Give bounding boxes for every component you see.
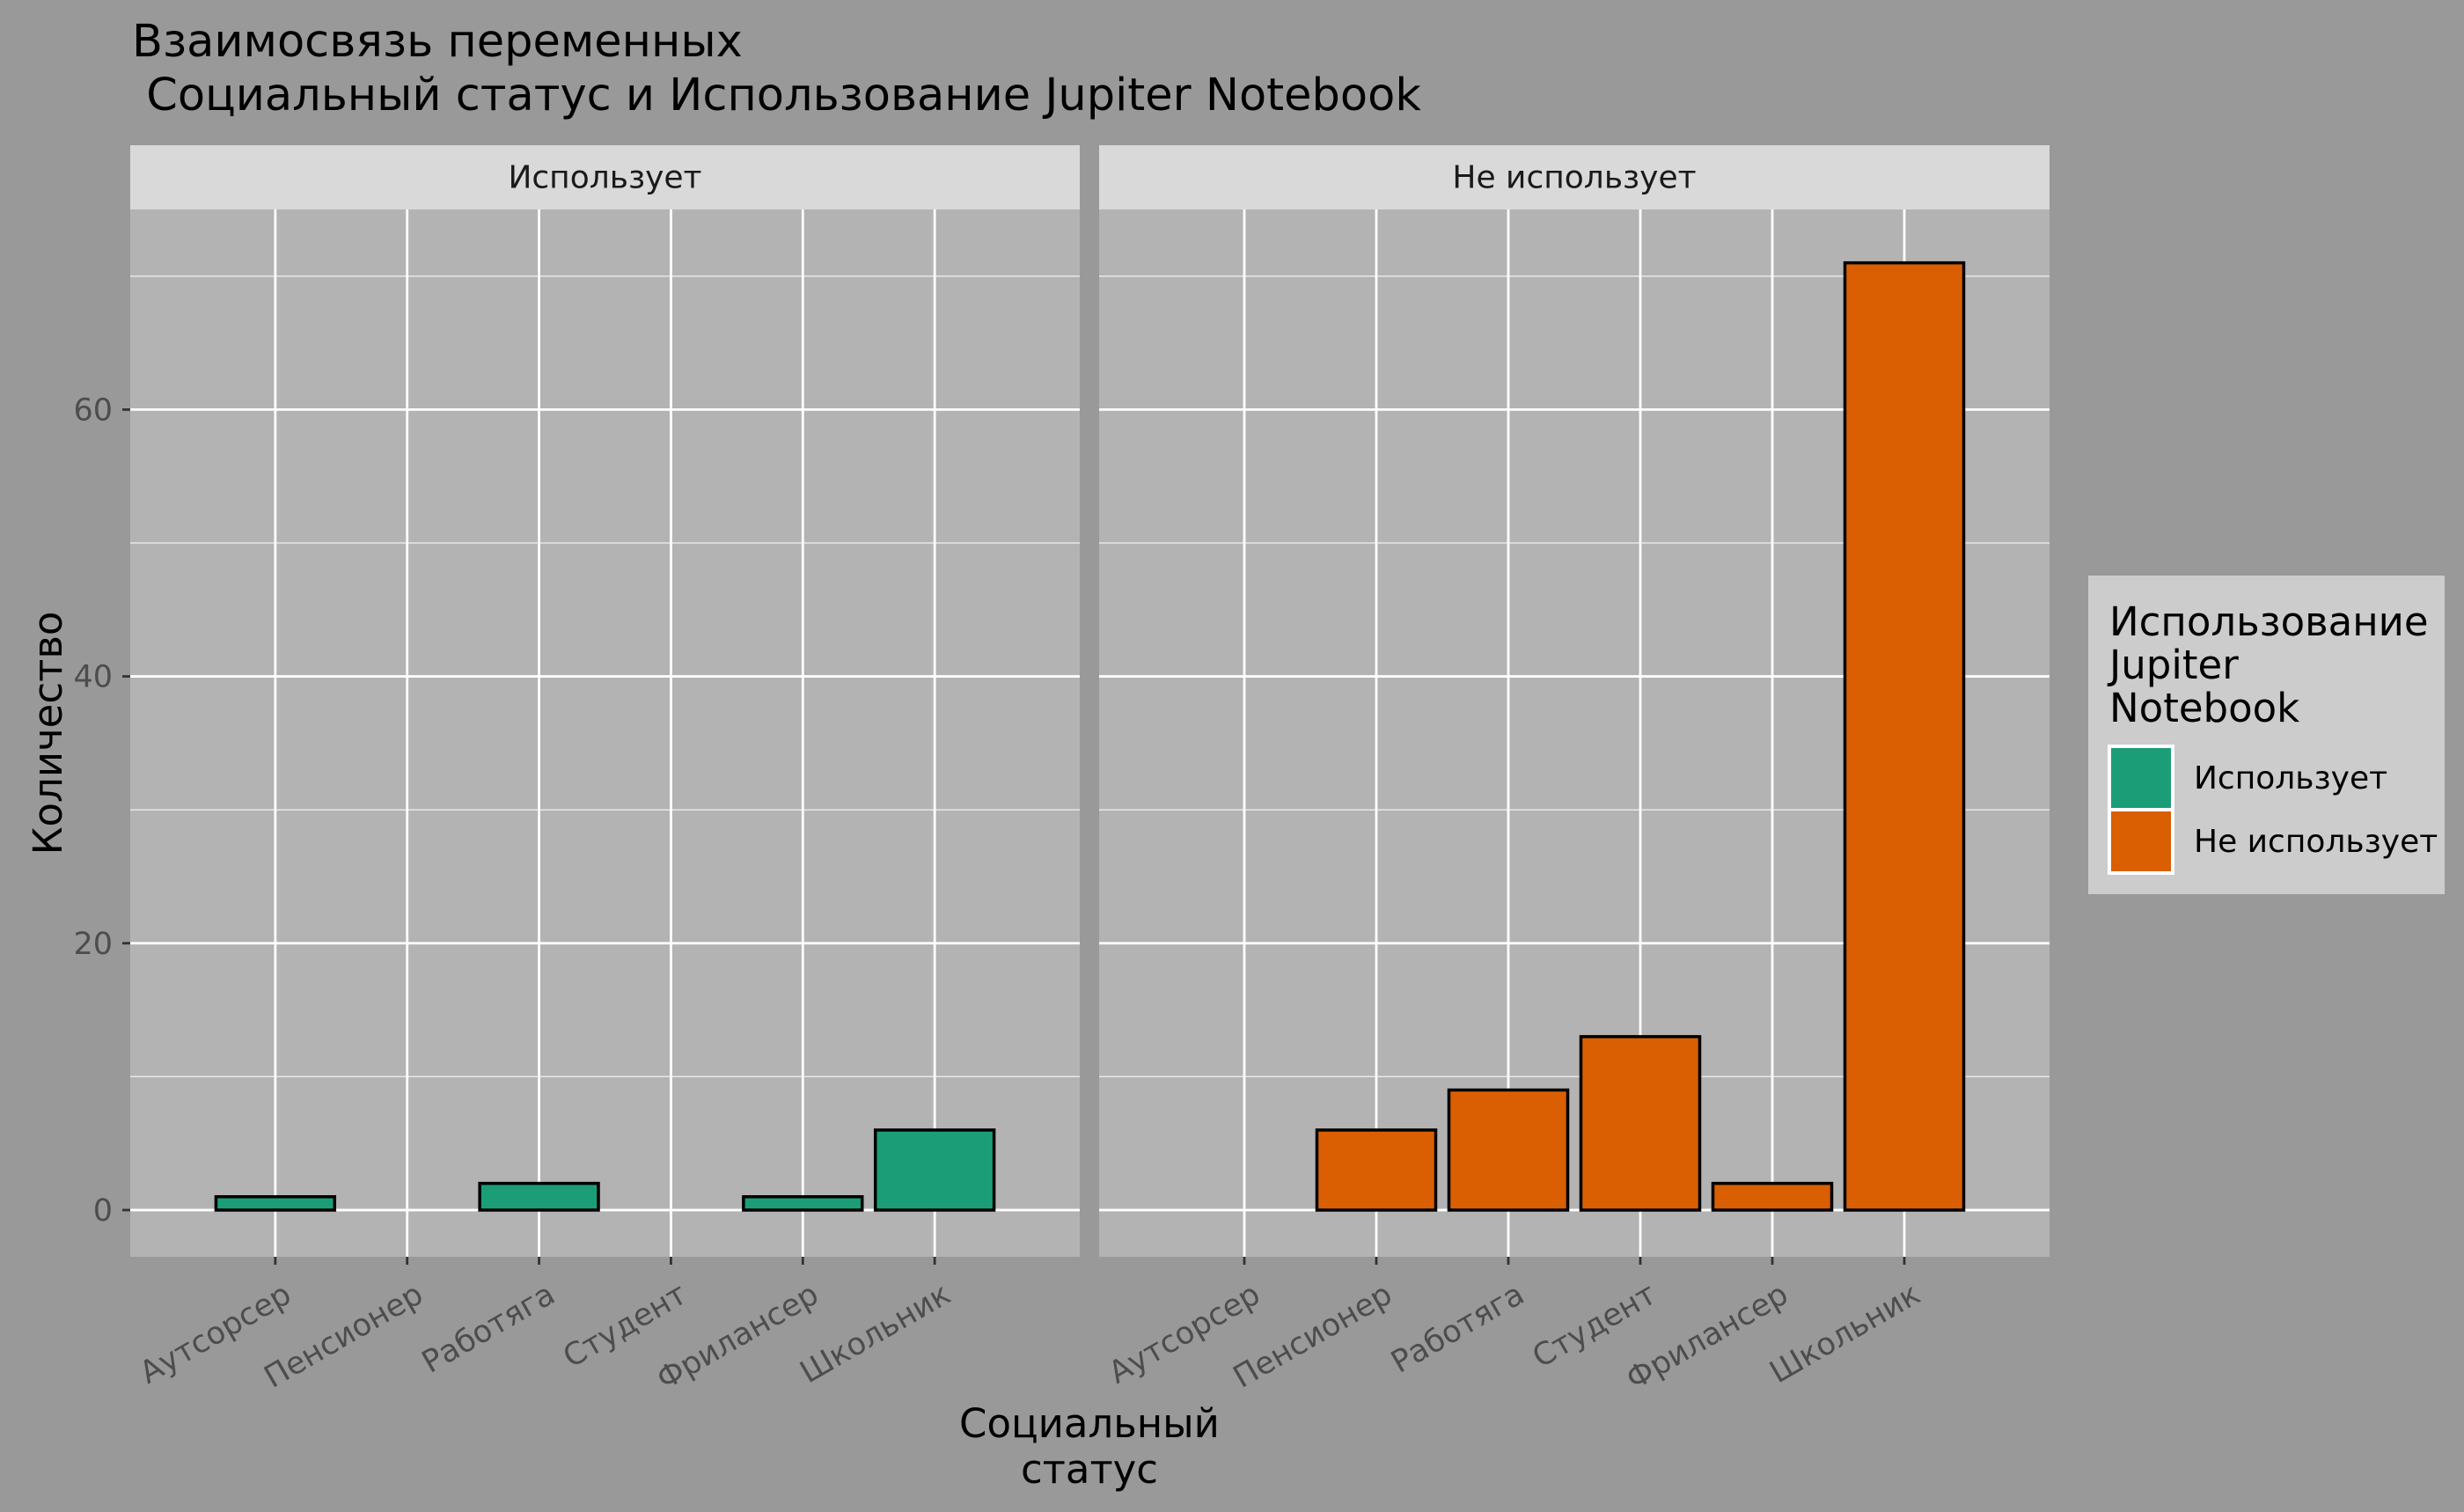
bar-0-5: [873, 1128, 996, 1212]
facet-strip-label-0: Использует: [508, 160, 701, 196]
facet-panel-0: [130, 209, 1080, 1257]
facet-strip-0: [130, 145, 1080, 209]
chart-title: Взаимосвязь переменных Социальный статус…: [132, 16, 1421, 121]
legend-title: Использование Jupiter Notebook: [2107, 598, 2429, 731]
legend-label-1: Не использует: [2194, 824, 2438, 860]
legend-key-1: [2108, 808, 2174, 875]
y-tick-label-1: 20: [73, 927, 113, 962]
x-tick-label-1-2: Работяга: [1385, 1277, 1529, 1381]
x-tick-label-1-5: Школьник: [1764, 1277, 1926, 1391]
facet-strip-label-1: Не использует: [1452, 160, 1696, 196]
y-tick-label-3: 60: [73, 393, 113, 428]
bar-0-4: [742, 1195, 864, 1212]
bar-0-2: [478, 1181, 600, 1212]
x-tick-label-0-5: Школьник: [795, 1277, 957, 1391]
legend-key-0: [2108, 745, 2174, 811]
y-tick-label-2: 40: [73, 660, 113, 695]
bar-1-2: [1447, 1088, 1570, 1212]
y-axis-title: Количество: [25, 612, 71, 855]
bar-1-3: [1579, 1035, 1702, 1212]
y-tick-label-0: 0: [93, 1193, 113, 1229]
bar-1-1: [1315, 1128, 1438, 1212]
legend-label-0: Использует: [2194, 760, 2387, 796]
x-axis-title: Социальный статус: [959, 1400, 1220, 1493]
facet-strip-1: [1099, 145, 2050, 209]
bar-1-4: [1711, 1181, 1834, 1212]
bar-0-0: [214, 1195, 337, 1212]
x-tick-label-0-2: Работяга: [416, 1277, 561, 1381]
bar-1-5: [1843, 261, 1966, 1212]
